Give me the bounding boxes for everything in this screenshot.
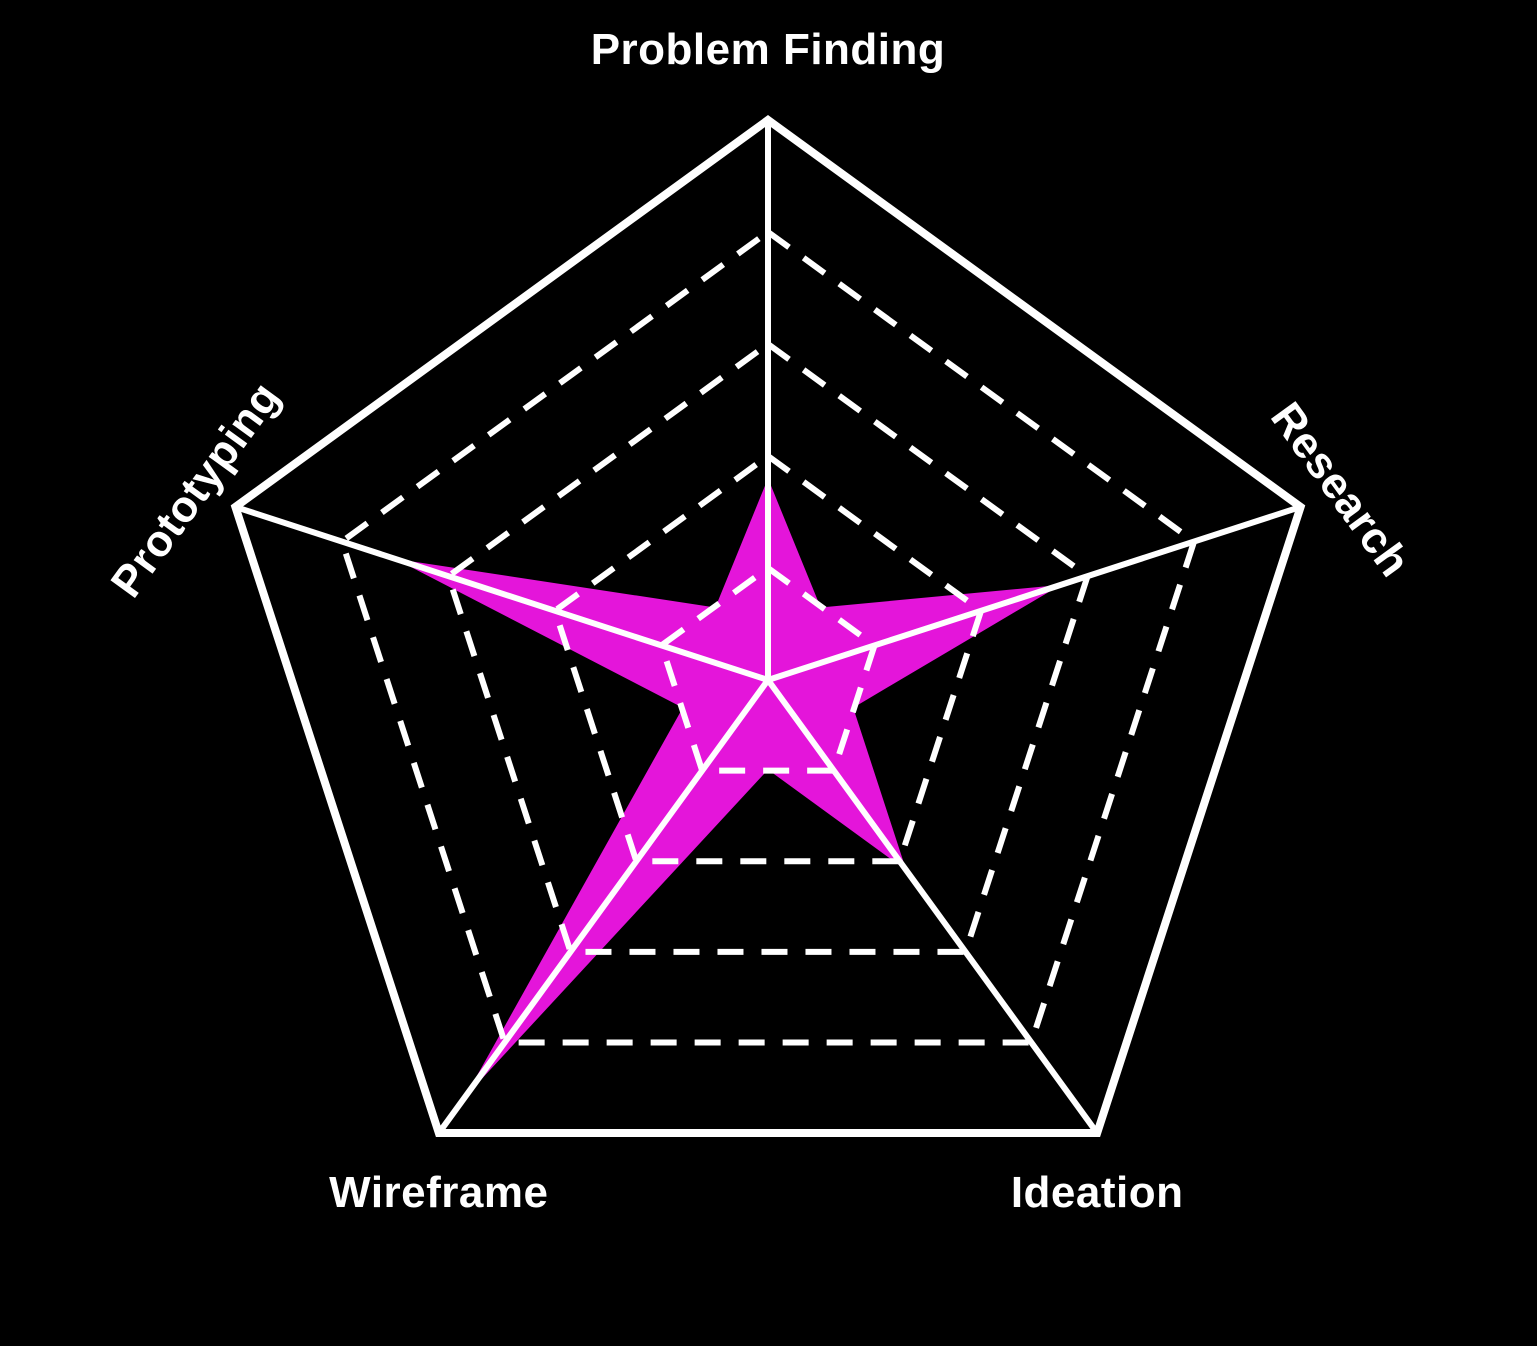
radar-chart: Problem FindingResearchIdeationWireframe…: [0, 0, 1537, 1346]
axis-label: Ideation: [1011, 1168, 1184, 1217]
axis-label: Wireframe: [329, 1168, 548, 1217]
radar-chart-container: Problem FindingResearchIdeationWireframe…: [0, 0, 1537, 1346]
axis-label: Problem Finding: [591, 25, 946, 74]
